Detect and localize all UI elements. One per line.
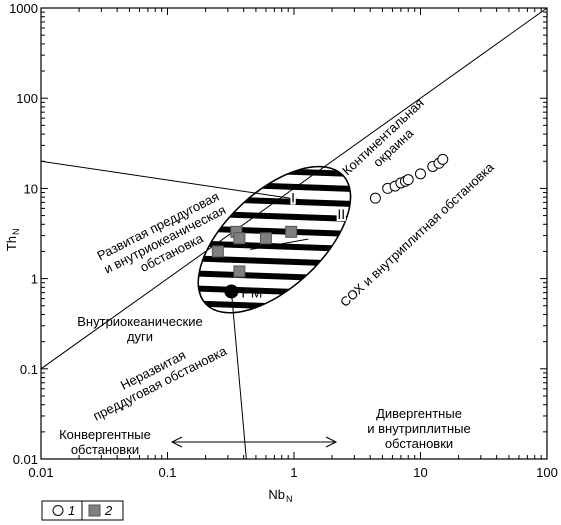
zone-label-ii: II xyxy=(337,206,345,222)
label-convergent-2: обстановки xyxy=(71,442,139,457)
boundary-line-3 xyxy=(230,291,247,459)
boundary-line-2 xyxy=(41,160,338,206)
y-tick-label: 1 xyxy=(31,272,38,287)
point-series1-0 xyxy=(369,192,381,204)
zone-label-i: I xyxy=(291,189,295,205)
point-series2-3 xyxy=(233,265,246,278)
hatched-field-outline xyxy=(197,165,352,314)
y-tick-label: 0.1 xyxy=(20,362,38,377)
pm-point xyxy=(224,284,239,299)
point-series1-6 xyxy=(415,168,426,180)
field-divider-line xyxy=(250,238,309,251)
direction-arrow xyxy=(170,436,338,448)
x-tick-label: 0.01 xyxy=(28,465,53,480)
y-tick-label: 10 xyxy=(24,181,38,196)
point-series2-2 xyxy=(233,232,246,245)
y-tick-label: 0.01 xyxy=(13,452,38,467)
pm-label: PM xyxy=(241,284,262,300)
label-intraoceanic-arcs-2: дуги xyxy=(127,329,153,344)
legend-label-2: 2 xyxy=(104,503,113,518)
point-series2-0 xyxy=(211,245,224,258)
y-axis-label-sub: N xyxy=(11,229,21,236)
label-undeveloped-forearc-2: преддуговая обстановка xyxy=(91,343,230,424)
x-axis-label-sub: N xyxy=(286,494,293,504)
point-series2-5 xyxy=(285,225,298,238)
label-intraoceanic-arcs-1: Внутриокеанические xyxy=(77,314,202,329)
y-tick-label: 1000 xyxy=(9,1,38,16)
y-tick-label: 100 xyxy=(16,91,38,106)
point-series1-9 xyxy=(437,153,449,165)
label-divergent-3: обстановки xyxy=(385,436,453,451)
label-convergent-1: Конвергентные xyxy=(59,427,151,442)
x-tick-label: 10 xyxy=(413,465,427,480)
boundary-line-1 xyxy=(41,8,547,370)
label-divergent-1: Дивергентные xyxy=(376,406,462,421)
point-series1-5 xyxy=(402,174,414,186)
legend-open-circle-marker xyxy=(52,505,64,516)
x-tick-label: 0.1 xyxy=(158,465,176,480)
x-tick-label: 1 xyxy=(290,465,297,480)
label-mor: СОХ и внутриплитная обстановка xyxy=(337,159,497,310)
x-axis-label: Nb xyxy=(268,487,285,502)
y-axis-label: Th xyxy=(4,236,19,251)
label-divergent-2: и внутриплитные xyxy=(367,421,471,436)
legend-label-1: 1 xyxy=(68,503,75,518)
x-tick-label: 100 xyxy=(536,465,558,480)
legend-square-marker xyxy=(88,504,101,517)
legend: 1 2 xyxy=(41,500,124,521)
point-series2-4 xyxy=(259,232,272,245)
